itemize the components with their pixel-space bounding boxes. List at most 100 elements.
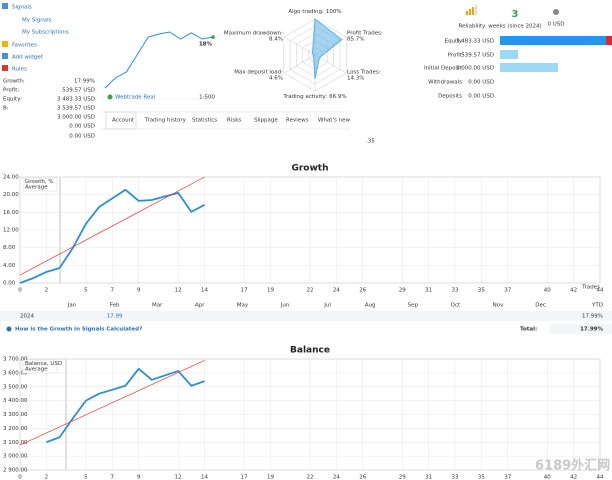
radar-label: Algo trading: 100% bbox=[288, 9, 341, 15]
tab[interactable]: Slippage bbox=[254, 118, 278, 124]
tab[interactable]: Reviews bbox=[286, 118, 309, 124]
summary-value: 0.00 USD bbox=[468, 80, 494, 86]
stat-value: 3 483.33 USD bbox=[57, 97, 95, 103]
x-tick-label: 31 bbox=[425, 288, 432, 294]
x-tick-label: 26 bbox=[359, 288, 366, 294]
broker: Webtrade Real bbox=[115, 95, 156, 101]
x-tick-label: 37 bbox=[504, 288, 511, 294]
month-value: 17.99 bbox=[107, 314, 123, 320]
x-tick-label: 12 bbox=[175, 475, 182, 480]
month-label: Jan bbox=[67, 303, 77, 309]
reliability-icon bbox=[472, 7, 474, 15]
summary-value: 0.00 USD bbox=[468, 94, 494, 100]
series-line bbox=[46, 367, 205, 444]
x-tick-label: 29 bbox=[399, 288, 406, 294]
y-tick-label: 3 000.00 bbox=[3, 454, 28, 460]
y-tick-label: 8.00 bbox=[3, 245, 16, 251]
y-tick-label: 3 100.00 bbox=[3, 440, 28, 446]
x-tick-label: 0 bbox=[18, 288, 22, 294]
month-label: Nov bbox=[493, 303, 504, 309]
radar-category: Algo trading: bbox=[288, 9, 324, 15]
summary-label: Initial Deposit bbox=[424, 66, 463, 72]
stat-value: 3 000.00 USD bbox=[57, 115, 95, 121]
tab[interactable]: Account bbox=[112, 118, 135, 124]
radar-axis bbox=[283, 36, 316, 56]
weeks: 3 bbox=[512, 9, 519, 20]
x-tick-label: 17 bbox=[241, 475, 248, 480]
x-tick-label: 37 bbox=[504, 475, 511, 480]
total-bg bbox=[550, 324, 612, 334]
y-tick-label: 12.00 bbox=[3, 228, 19, 234]
x-tick-label: 5 bbox=[84, 475, 88, 480]
x-tick-label: 44 bbox=[597, 475, 604, 480]
summary-label: Withdrawals bbox=[428, 80, 462, 86]
sidebar-item[interactable]: Rules bbox=[12, 67, 27, 73]
broker-icon bbox=[107, 94, 113, 100]
series-line bbox=[19, 176, 205, 276]
stat-value: 0.00 USD bbox=[69, 124, 95, 130]
series-line bbox=[19, 360, 205, 446]
summary-value: 539.57 USD bbox=[461, 53, 494, 59]
active-tab bbox=[105, 111, 137, 130]
leverage: 1:500 bbox=[199, 95, 215, 101]
y-tick-label: 3 600.00 bbox=[3, 370, 28, 376]
x-tick-label: 42 bbox=[570, 288, 577, 294]
radar-axis bbox=[283, 54, 316, 74]
x-tick-label: 7 bbox=[111, 288, 115, 294]
radar-value-label: 66.9% bbox=[329, 94, 346, 100]
x-axis-label: Trades bbox=[581, 285, 600, 291]
x-tick-label: 40 bbox=[544, 475, 551, 480]
legend-entry: Average bbox=[25, 367, 48, 373]
reliability-icon bbox=[466, 11, 468, 15]
tab[interactable]: Risks bbox=[227, 118, 241, 124]
reliability-label: Reliability bbox=[459, 24, 487, 30]
sidebar-item[interactable]: My Subscriptions bbox=[22, 30, 69, 36]
x-tick-label: 22 bbox=[307, 288, 314, 294]
x-tick-label: 22 bbox=[307, 475, 314, 480]
radar-label: Trading activity: 66.9% bbox=[282, 94, 346, 100]
summary-value: 3 483.33 USD bbox=[456, 39, 494, 45]
month-label: Oct bbox=[451, 303, 461, 309]
stat-value: 539.57 USD bbox=[62, 88, 95, 94]
x-tick-label: 42 bbox=[570, 475, 577, 480]
legend-entry: Balance, USD bbox=[25, 361, 62, 367]
y-tick-label: 4.00 bbox=[3, 263, 16, 269]
sparkline bbox=[104, 31, 214, 89]
summary-label: Equity bbox=[445, 39, 463, 45]
month-label: Sep bbox=[408, 303, 419, 309]
x-tick-label: 9 bbox=[137, 475, 141, 480]
equity-bar bbox=[500, 36, 612, 45]
x-tick-label: 40 bbox=[544, 288, 551, 294]
stat-label: B: bbox=[3, 106, 9, 112]
legend-entry: Growth, % bbox=[25, 179, 54, 185]
y-tick-label: 0.00 bbox=[3, 281, 16, 287]
help-link[interactable]: How is the Growth in Signals Calculated? bbox=[15, 327, 142, 333]
summary-label: Deposits bbox=[438, 94, 462, 100]
sidebar-item[interactable]: My Signals bbox=[22, 18, 52, 24]
tab[interactable]: Trading history bbox=[144, 118, 187, 124]
widget-icon bbox=[2, 53, 8, 59]
tab[interactable]: What's new bbox=[318, 118, 350, 124]
legend-entry: Average bbox=[25, 185, 48, 191]
x-tick-label: 2 bbox=[45, 288, 49, 294]
radar-axis bbox=[314, 54, 347, 74]
favorites-icon bbox=[2, 41, 8, 47]
month-label: Jun bbox=[280, 303, 290, 309]
month-label: Jul bbox=[323, 303, 331, 309]
month-label: Apr bbox=[195, 303, 205, 309]
year: 2024 bbox=[20, 314, 34, 320]
x-tick-label: 31 bbox=[425, 475, 432, 480]
sidebar-item[interactable]: Favorites bbox=[12, 43, 37, 49]
stat-label: Growth: bbox=[3, 79, 25, 85]
tab[interactable]: Statistics bbox=[192, 118, 217, 124]
x-tick-label: 12 bbox=[175, 288, 182, 294]
x-tick-label: 17 bbox=[241, 288, 248, 294]
total-value: 17.99% bbox=[580, 327, 603, 333]
y-tick-label: 3 300.00 bbox=[3, 412, 28, 418]
rules-icon bbox=[2, 65, 8, 71]
x-tick-label: 2 bbox=[45, 475, 49, 480]
sidebar-item[interactable]: Signals bbox=[12, 5, 32, 11]
x-tick-label: 33 bbox=[452, 475, 459, 480]
sidebar-item[interactable]: Add widget bbox=[12, 55, 44, 61]
